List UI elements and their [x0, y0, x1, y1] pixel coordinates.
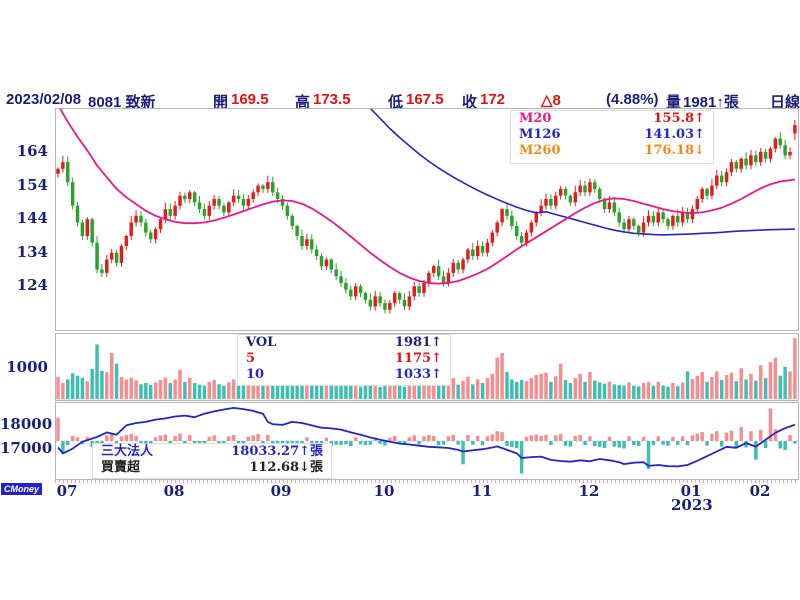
vol5-value: 1175↑: [394, 351, 442, 366]
y-axis-tick: 1000: [6, 358, 48, 376]
open-value: 169.5: [231, 91, 269, 108]
x-axis-month-label: 01: [680, 482, 702, 500]
m20-label: M20: [519, 111, 552, 126]
open-label: 開: [213, 94, 229, 111]
inst-value1: 18033.27↑張: [231, 444, 323, 459]
m260-value: 176.18↓: [644, 143, 705, 158]
quote-date: 2023/02/08: [6, 91, 82, 108]
x-axis-month-label: 09: [270, 482, 292, 500]
candlestick-canvas: [56, 109, 797, 314]
candles-layer: [56, 120, 797, 314]
cmoney-logo: CMoney: [1, 483, 43, 495]
y-axis-tick: 17000: [0, 439, 53, 457]
y-axis-tick: 154: [16, 176, 48, 194]
y-axis-tick: 164: [16, 142, 48, 160]
x-axis-month-label: 08: [163, 482, 185, 500]
x-axis-month-label: 02: [749, 482, 771, 500]
institutional-canvas: [56, 407, 798, 474]
change-percent: (4.88%): [606, 91, 659, 108]
volume-label: 量: [666, 94, 682, 111]
x-axis-month-label: 11: [471, 482, 493, 500]
vol-label: VOL: [246, 335, 277, 350]
y-axis-tick: 18000: [0, 415, 53, 433]
inst-name-line1: 三大法人: [101, 444, 154, 459]
m20-value: 155.8↑: [653, 111, 705, 126]
vol10-label: 10: [246, 367, 265, 382]
volume-legend: VOL 1981↑ 5 1175↑ 10 1033↑: [237, 334, 451, 386]
inst-name-line2: 買賣超: [101, 460, 141, 475]
vol-value: 1981↑: [394, 335, 442, 350]
x-axis-year-label: 2023: [671, 496, 713, 514]
low-value: 167.5: [406, 91, 444, 108]
ma-legend: M20 155.8↑ M126 141.03↑ M260 176.18↓: [510, 110, 714, 164]
x-axis-month-label: 07: [56, 482, 78, 500]
close-label: 收: [462, 94, 478, 111]
change-value: △8: [541, 92, 561, 109]
m260-label: M260: [519, 143, 561, 158]
period-selector[interactable]: 日線: [770, 94, 800, 111]
y-axis-tick: 124: [16, 276, 48, 294]
vol5-label: 5: [246, 351, 256, 366]
x-axis-month-label: 10: [373, 482, 395, 500]
institutional-panel[interactable]: [55, 402, 799, 480]
stock-id-name: 8081 致新: [88, 94, 156, 111]
x-axis-tick-strip: [55, 479, 799, 483]
high-value: 173.5: [313, 91, 351, 108]
y-axis-tick: 144: [16, 209, 48, 227]
net-buy-bars-layer: [56, 408, 797, 474]
low-label: 低: [388, 94, 404, 111]
x-axis-month-label: 12: [578, 482, 600, 500]
volume-bars-layer: [56, 338, 797, 399]
volume-canvas: [56, 338, 797, 399]
close-value: 172: [480, 91, 506, 108]
m126-label: M126: [519, 127, 561, 142]
inst-value2: 112.68↓張: [249, 460, 323, 475]
volume-value: 1981↑張: [683, 94, 739, 111]
y-axis-tick: 134: [16, 243, 48, 261]
high-label: 高: [295, 94, 311, 111]
vol10-value: 1033↑: [394, 367, 442, 382]
m126-value: 141.03↑: [644, 127, 705, 142]
institutional-legend: 三大法人 18033.27↑張 買賣超 112.68↓張: [92, 443, 332, 479]
